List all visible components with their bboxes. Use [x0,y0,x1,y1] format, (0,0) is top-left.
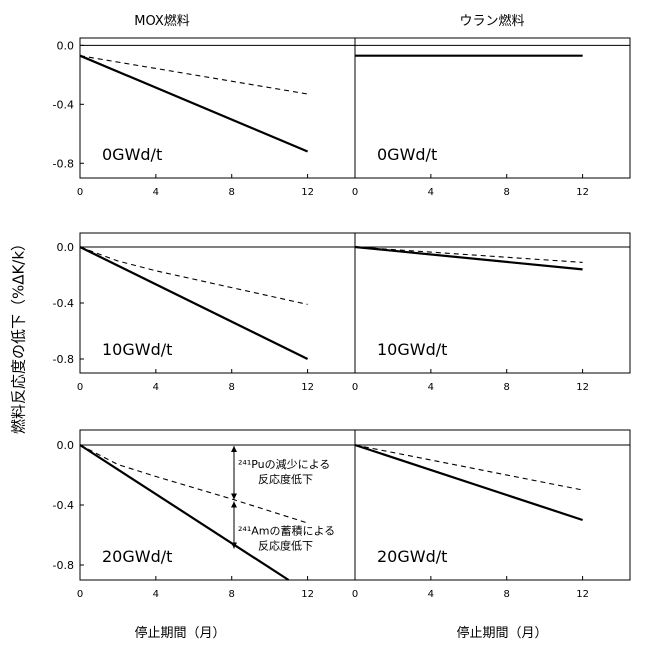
panel-1-burnup-label: 0GWd/t [102,145,162,164]
y-axis-label: 燃料反応度の低下（%ΔK/k） [9,235,28,435]
panel-5-series-dashed [79,444,308,524]
panel-3-ytick-label: -0.4 [53,297,74,310]
panel-4-frame [354,232,631,374]
panel-2-xtick-label: 12 [576,187,589,198]
panel-3-ytick-label: 0.0 [57,241,75,254]
x-axis-label-right: 停止期間（月） [456,626,548,641]
panel-6-xtick-label: 12 [576,589,589,600]
panel-2-xtick-label: 4 [428,187,434,198]
panel-4-xtick-label: 4 [428,382,434,393]
am-accumulation-arrow-head-top [231,501,237,508]
panel-5-xtick-label: 8 [229,589,235,600]
panel-5-ytick-label: -0.4 [53,499,74,512]
panel-1-series-dashed [79,55,308,95]
pu-annotation-line1: ²⁴¹Puの減少による [238,457,330,471]
panel-3-xtick-label: 4 [153,382,159,393]
column-title-mox: MOX燃料 [134,14,190,29]
x-axis-label-left: 停止期間（月） [134,626,226,641]
panel-5-ytick-label: 0.0 [57,439,75,452]
panel-5-burnup-label: 20GWd/t [102,547,172,566]
panel-3-xtick-label: 8 [229,382,235,393]
panel-1-xtick-label: 12 [301,187,314,198]
panel-3-series-dashed [79,246,308,305]
panel-4-burnup-label: 10GWd/t [377,340,447,359]
panel-1-xtick-label: 8 [229,187,235,198]
panel-6-series-solid [354,443,583,522]
panel-2-xtick-label: 8 [504,187,510,198]
panel-3-burnup-label: 10GWd/t [102,340,172,359]
panel-6-xtick-label: 4 [428,589,434,600]
panel-4-xtick-label: 12 [576,382,589,393]
panel-5-xtick-label: 12 [301,589,314,600]
panel-1-series-solid [79,54,309,153]
pu-decrease-arrow-head-bottom [231,493,237,500]
panel-5-ytick-label: -0.8 [53,559,74,572]
panel-2-frame [354,37,631,179]
panel-3-series-solid [79,246,309,360]
panel-4-xtick-label: 0 [352,382,358,393]
panel-1-ytick-label: -0.8 [53,157,74,170]
panel-2-burnup-label: 0GWd/t [377,145,437,164]
panel-5-xtick-label: 4 [153,589,159,600]
am-annotation-line1: ²⁴¹Amの蓄積による [238,524,335,538]
panel-5-xtick-label: 0 [77,589,83,600]
panel-1-xtick-label: 0 [77,187,83,198]
panel-3-xtick-label: 0 [77,382,83,393]
panel-6-xtick-label: 0 [352,589,358,600]
panel-2-xtick-label: 0 [352,187,358,198]
panel-6-series-dashed [354,444,583,491]
panel-1-ytick-label: -0.4 [53,98,74,111]
panel-4-series-dashed [354,246,583,263]
column-title-uranium: ウラン燃料 [459,14,525,29]
panel-4-series-solid [354,245,583,271]
am-accumulation-arrow-head-bottom [231,542,237,549]
panel-4-xtick-label: 8 [504,382,510,393]
panel-1-ytick-label: 0.0 [57,39,75,52]
panel-3-xtick-label: 12 [301,382,314,393]
panel-3-ytick-label: -0.8 [53,353,74,366]
am-annotation-line2: 反応度低下 [258,539,313,553]
panel-1-xtick-label: 4 [153,187,159,198]
pu-annotation-line2: 反応度低下 [258,472,313,486]
pu-decrease-arrow-head-top [231,446,237,452]
panel-6-burnup-label: 20GWd/t [377,547,447,566]
panel-6-frame [354,429,631,581]
panel-5-series-solid [79,444,290,581]
panel-6-xtick-label: 8 [504,589,510,600]
